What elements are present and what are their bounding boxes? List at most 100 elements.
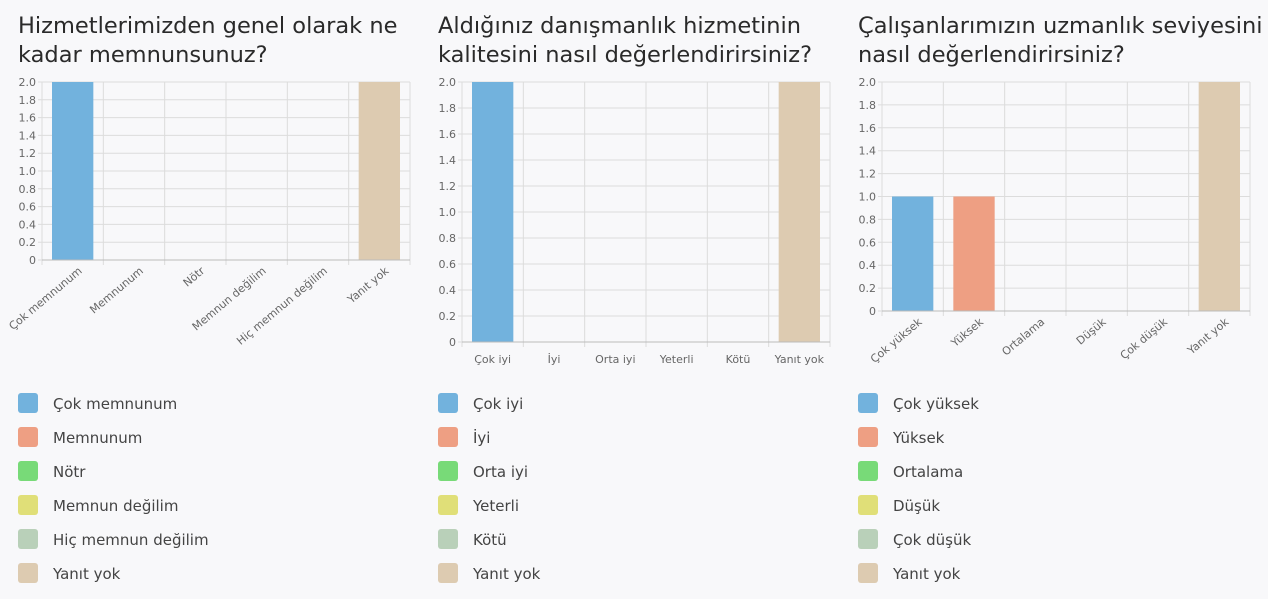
y-tick-label: 2.0 — [19, 76, 37, 89]
legend-item[interactable]: Orta iyi — [438, 461, 838, 483]
legend-swatch — [438, 393, 458, 413]
legend-item[interactable]: Yanıt yok — [438, 563, 838, 585]
y-tick-label: 0.2 — [19, 236, 37, 249]
x-tick-label: Çok düşük — [1118, 315, 1171, 362]
legend-item[interactable]: Yanıt yok — [18, 563, 418, 585]
y-tick-label: 0 — [449, 336, 456, 349]
legend-swatch — [858, 563, 878, 583]
legend-item[interactable]: Çok iyi — [438, 393, 838, 415]
legend-label: Yanıt yok — [893, 565, 961, 583]
legend-item[interactable]: Düşük — [858, 495, 1258, 517]
x-tick-label: Ortalama — [999, 315, 1047, 358]
x-tick-label: Düşük — [1074, 315, 1109, 348]
legend-label: Memnunum — [53, 429, 143, 447]
legend-item[interactable]: Yeterli — [438, 495, 838, 517]
legend-label: Yanıt yok — [473, 565, 541, 583]
y-tick-label: 2.0 — [439, 76, 457, 89]
legend-item[interactable]: Çok yüksek — [858, 393, 1258, 415]
legend-label: İyi — [473, 429, 491, 447]
legend-swatch — [858, 461, 878, 481]
legend-item[interactable]: Memnunum — [18, 427, 418, 449]
y-tick-label: 1.2 — [859, 168, 877, 181]
legend-item[interactable]: Yüksek — [858, 427, 1258, 449]
y-tick-label: 0.2 — [439, 310, 457, 323]
x-tick-label: Memnunum — [87, 264, 146, 316]
y-tick-label: 0.8 — [859, 213, 877, 226]
bar — [778, 82, 820, 342]
legend-item[interactable]: Ortalama — [858, 461, 1258, 483]
x-tick-label: Yeterli — [659, 353, 694, 366]
legend-label: Yüksek — [893, 429, 945, 447]
y-tick-label: 1.4 — [859, 145, 877, 158]
legend-label: Düşük — [893, 497, 941, 515]
y-tick-label: 1.0 — [439, 206, 457, 219]
legend-swatch — [18, 495, 38, 515]
chart-panel-3: Çalışanlarımızın uzmanlık seviyesini nas… — [858, 0, 1268, 599]
legend-label: Memnun değilim — [53, 497, 179, 515]
y-tick-label: 1.4 — [439, 154, 457, 167]
bar — [892, 196, 934, 311]
legend-label: Yeterli — [473, 497, 520, 515]
x-tick-label: Yüksek — [948, 315, 986, 350]
bar — [472, 82, 514, 342]
bar-chart: 0 0.2 0.4 0.6 0.8 1.0 1.2 1.4 1.6 1.8 2.0 Çok yükse… — [859, 76, 1251, 366]
legend-swatch — [18, 393, 38, 413]
bar — [1198, 82, 1240, 311]
legend-item[interactable]: Çok düşük — [858, 529, 1258, 551]
y-tick-label: 1.4 — [19, 129, 37, 142]
legend-item[interactable]: Yanıt yok — [858, 563, 1258, 585]
legend-item[interactable]: Çok memnunum — [18, 393, 418, 415]
legend-label: Orta iyi — [473, 463, 529, 481]
legend-label: Nötr — [53, 463, 86, 481]
chart-panel-2: Aldığınız danışmanlık hizmetinin kalites… — [438, 0, 858, 599]
x-tick-label: Çok yüksek — [868, 315, 925, 366]
chart-panel-1: Hizmetlerimizden genel olarak ne kadar m… — [6, 0, 438, 599]
legend-swatch — [18, 563, 38, 583]
legend-swatch — [438, 427, 458, 447]
legend-item[interactable]: İyi — [438, 427, 838, 449]
legend-swatch — [858, 427, 878, 447]
x-tick-label: Yanıt yok — [344, 264, 391, 307]
legend-label: Kötü — [473, 531, 507, 549]
legend-swatch — [438, 529, 458, 549]
y-tick-label: 1.6 — [859, 122, 877, 135]
y-tick-label: 1.2 — [19, 147, 37, 160]
legend-item[interactable]: Memnun değilim — [18, 495, 418, 517]
legend-label: Yanıt yok — [53, 565, 121, 583]
y-tick-label: 0.2 — [859, 282, 877, 295]
legend-swatch — [858, 529, 878, 549]
legend-label: Çok memnunum — [53, 395, 178, 413]
y-tick-label: 1.6 — [19, 112, 37, 125]
legend-swatch — [18, 529, 38, 549]
legend-item[interactable]: Hiç memnun değilim — [18, 529, 418, 551]
y-tick-label: 0.4 — [439, 284, 457, 297]
x-tick-label: Kötü — [726, 353, 751, 366]
x-tick-label: Çok memnunum — [6, 264, 84, 333]
legend-swatch — [858, 495, 878, 515]
x-tick-label: Çok iyi — [474, 353, 511, 366]
bar — [358, 82, 400, 260]
y-tick-label: 0.6 — [19, 201, 37, 214]
x-tick-label: Yanıt yok — [1184, 315, 1231, 358]
bar — [953, 196, 995, 311]
y-tick-label: 1.0 — [859, 191, 877, 204]
chart-title: Çalışanlarımızın uzmanlık seviyesini nas… — [858, 13, 1263, 68]
legend-item[interactable]: Nötr — [18, 461, 418, 483]
y-tick-label: 0.4 — [19, 218, 37, 231]
legend-swatch — [18, 427, 38, 447]
y-tick-label: 1.6 — [439, 128, 457, 141]
bar-chart: 0 0.2 0.4 0.6 0.8 1.0 1.2 1.4 1.6 1.8 2.0 Çok iyi İy… — [439, 76, 831, 366]
y-tick-label: 0.8 — [19, 183, 37, 196]
legend-label: Çok iyi — [473, 395, 524, 413]
legend-item[interactable]: Kötü — [438, 529, 838, 551]
y-tick-label: 0.6 — [859, 236, 877, 249]
y-tick-label: 2.0 — [859, 76, 877, 89]
chart-title: Aldığınız danışmanlık hizmetinin kalites… — [438, 13, 813, 68]
legend-swatch — [18, 461, 38, 481]
legend-label: Ortalama — [893, 463, 964, 481]
legend-swatch — [438, 563, 458, 583]
x-tick-label: Orta iyi — [595, 353, 635, 366]
legend-swatch — [438, 461, 458, 481]
y-tick-label: 0 — [29, 254, 36, 267]
x-tick-label: İyi — [548, 353, 561, 366]
